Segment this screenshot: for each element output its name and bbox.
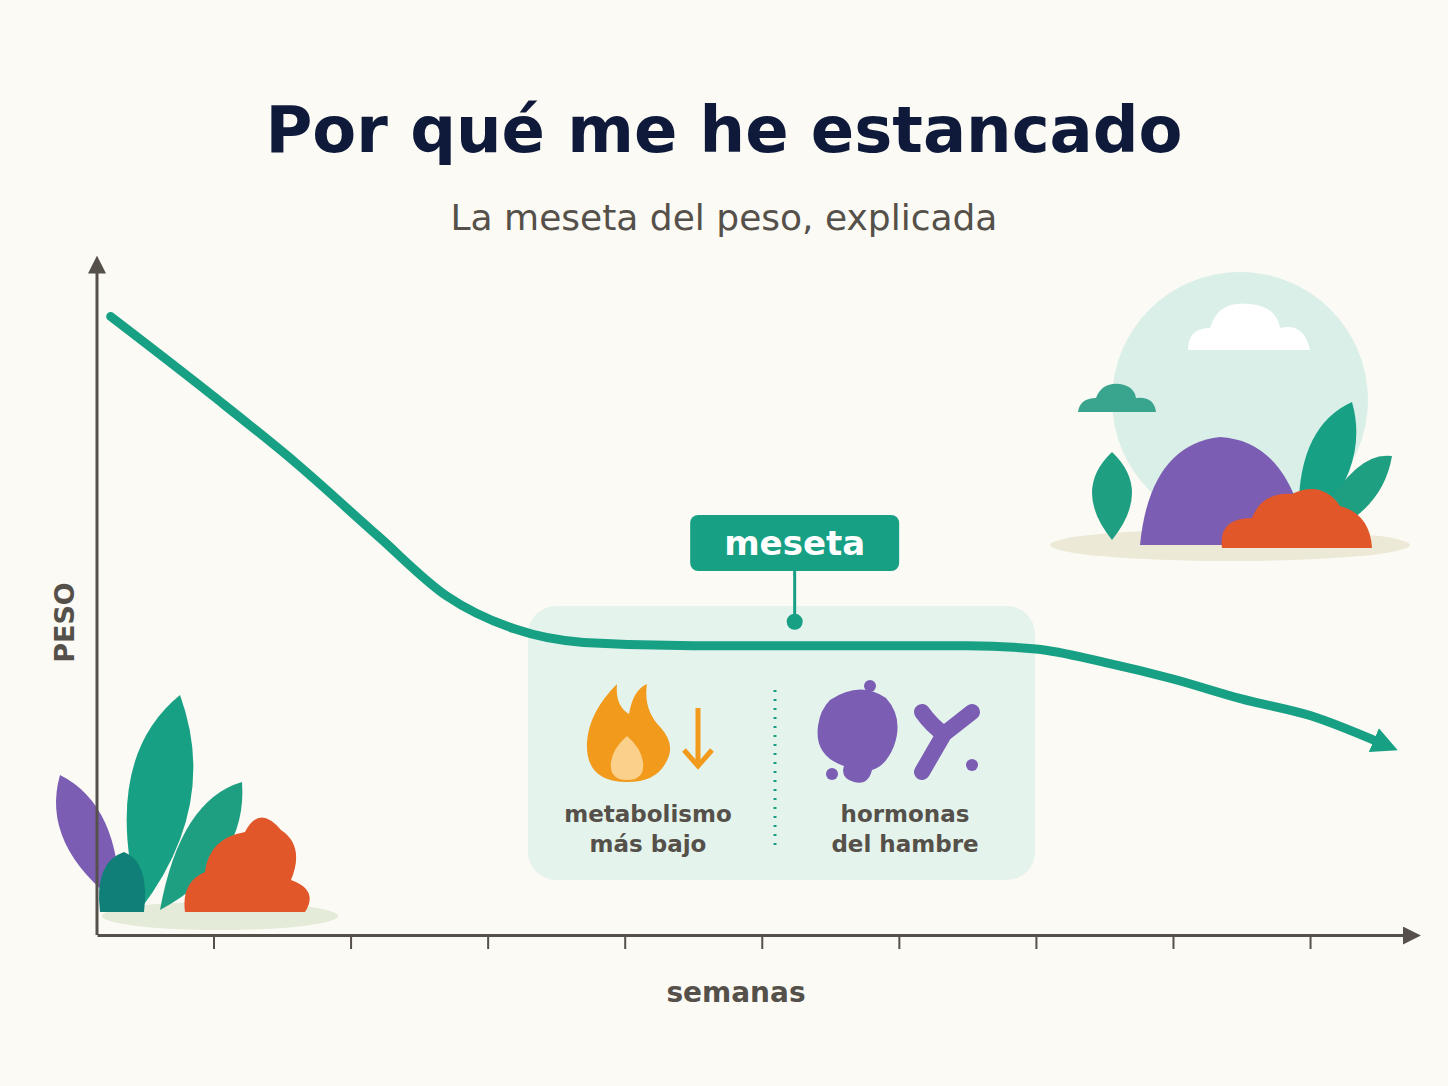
x-tick [1036, 935, 1037, 949]
x-tick [899, 935, 900, 949]
down-arrow-head [684, 750, 712, 766]
x-tick [762, 935, 763, 949]
x-axis-line [98, 934, 1407, 937]
caption-line: del hambre [831, 831, 978, 857]
caption: metabolismo más bajo [564, 801, 732, 857]
caption-line: más bajo [590, 831, 707, 857]
y-axis-line [96, 270, 99, 935]
bush [1222, 489, 1372, 548]
x-axis-title: semanas [666, 976, 805, 1009]
x-tick [351, 935, 352, 949]
annotation-label: meseta [724, 523, 865, 563]
cloud [1188, 304, 1310, 351]
cloud [1078, 384, 1156, 412]
x-tick [1173, 935, 1174, 949]
chart: Por qué me he estancado La meseta del pes… [0, 0, 1448, 1086]
x-tick [214, 935, 215, 949]
hormone-icon [818, 689, 898, 782]
down-arrow [696, 708, 701, 762]
x-tick-mark [624, 935, 626, 949]
x-tick-mark [350, 935, 352, 949]
hormone-dot [966, 759, 978, 771]
y-axis-title: PESO [49, 582, 80, 663]
fire-icon [587, 684, 670, 782]
x-tick-mark [1310, 935, 1312, 949]
x-axis [98, 935, 1407, 949]
x-tick-mark [487, 935, 489, 949]
caption-line: hormonas [841, 801, 970, 827]
plot-area [111, 317, 1379, 743]
x-tick-mark [1035, 935, 1037, 949]
weight-line [111, 317, 1379, 743]
x-tick [625, 935, 626, 949]
annotation-dot [787, 614, 803, 630]
x-tick-mark [898, 935, 900, 949]
x-tick-mark [213, 935, 215, 949]
y-axis [97, 270, 98, 935]
leaf [99, 852, 145, 912]
subtitle: La meseta del peso, explicada [451, 197, 998, 238]
x-tick-mark [761, 935, 763, 949]
hormone-dot [864, 680, 876, 692]
x-tick [1310, 935, 1311, 949]
decoration [56, 272, 1410, 930]
separator [774, 690, 777, 850]
hormone-dot [826, 768, 838, 780]
bush [184, 817, 309, 912]
title: Por qué me he estancado [265, 93, 1182, 167]
x-tick-mark [1172, 935, 1174, 949]
leaf [1092, 452, 1132, 540]
annotation-box [690, 515, 899, 571]
hormone-icon [922, 712, 972, 772]
fire-core [611, 736, 643, 780]
caption: hormonas del hambre [831, 801, 978, 857]
x-tick [488, 935, 489, 949]
caption-line: metabolismo [564, 801, 732, 827]
